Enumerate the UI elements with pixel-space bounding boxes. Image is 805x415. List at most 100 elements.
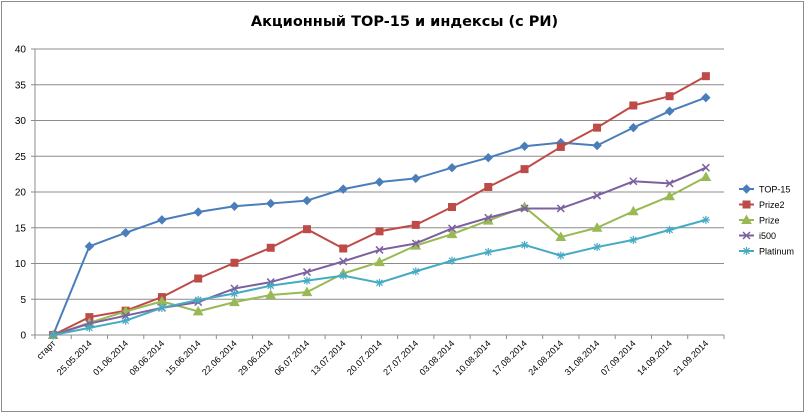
legend-label: i500 [759, 231, 776, 241]
data-point [84, 241, 95, 252]
legend-item: Platinum [739, 247, 794, 257]
series-prize [47, 171, 712, 339]
legend-item: Prize2 [739, 200, 785, 210]
x-tick-label: 21.09.2014 [671, 338, 710, 377]
data-point [157, 215, 167, 225]
data-point [411, 173, 421, 184]
data-point [375, 278, 384, 287]
legend-label: TOP-15 [759, 185, 790, 195]
data-point [519, 141, 530, 151]
legend-item: i500 [739, 231, 776, 241]
data-point [266, 281, 275, 290]
x-tick-label: 25.05.2014 [55, 338, 94, 377]
data-point [700, 171, 712, 181]
data-point [301, 286, 313, 297]
x-tick-label: 07.09.2014 [599, 338, 638, 377]
data-point [483, 152, 493, 163]
data-point [85, 323, 94, 332]
y-tick-label: 5 [20, 295, 26, 306]
data-point [629, 177, 638, 186]
data-point [120, 228, 131, 238]
x-tick-label: 29.06.2014 [236, 338, 275, 377]
data-point [664, 106, 675, 116]
series-group [47, 72, 712, 340]
x-tick-label: 24.08.2014 [526, 338, 565, 377]
data-point [665, 225, 674, 234]
data-point [230, 258, 239, 267]
x-tick-label: 15.06.2014 [164, 338, 203, 377]
data-point [701, 215, 710, 224]
data-point [448, 256, 457, 265]
legend: TOP-15 Prize2 Prize i500 Platinum [739, 184, 794, 257]
y-tick-label: 20 [15, 188, 27, 199]
data-point [302, 268, 312, 277]
data-point [338, 184, 348, 194]
data-point [193, 207, 203, 217]
data-point [411, 267, 420, 276]
data-point [266, 243, 275, 252]
data-point [741, 184, 752, 194]
data-point [157, 303, 166, 312]
data-point [701, 92, 711, 103]
data-point [741, 214, 752, 224]
y-axis-ticks: 0 5 10 15 20 25 30 35 40 [15, 45, 35, 342]
data-point [121, 316, 130, 325]
data-point [192, 305, 204, 316]
data-point [701, 72, 710, 81]
legend-item: Prize [739, 214, 780, 226]
chart-title: Акционный TOP-15 и индексы (с РИ) [250, 14, 559, 30]
data-point [742, 247, 751, 255]
data-point [556, 204, 565, 213]
data-point [339, 257, 348, 266]
data-point [375, 245, 384, 254]
legend-label: Prize2 [759, 200, 785, 210]
data-point [629, 101, 638, 110]
data-point [484, 213, 493, 222]
data-point [484, 182, 493, 191]
data-point [520, 240, 529, 249]
data-point [556, 142, 565, 151]
data-point [556, 251, 565, 260]
x-tick-label: старт [35, 338, 58, 361]
y-tick-label: 10 [15, 259, 27, 270]
data-point [374, 177, 385, 187]
data-point [194, 274, 203, 283]
data-point [701, 163, 710, 172]
data-point [665, 179, 674, 188]
x-tick-label: 20.07.2014 [345, 338, 384, 377]
data-point [229, 296, 240, 307]
data-point [339, 271, 348, 280]
data-point [447, 162, 457, 173]
data-point [447, 224, 457, 233]
x-tick-label: 17.08.2014 [490, 338, 529, 377]
x-tick-label: 27.07.2014 [381, 338, 420, 377]
series-platinum [49, 215, 710, 339]
data-point [628, 122, 639, 133]
data-point [665, 92, 674, 101]
data-point [593, 123, 602, 132]
x-tick-label: 14.09.2014 [635, 338, 674, 377]
x-tick-label: 06.07.2014 [272, 338, 311, 377]
x-tick-label: 13.07.2014 [309, 338, 348, 377]
y-tick-label: 35 [15, 80, 27, 91]
y-tick-label: 40 [15, 45, 27, 56]
data-point [302, 225, 311, 234]
data-point [448, 203, 457, 212]
legend-label: Prize [759, 216, 780, 226]
data-point [629, 235, 638, 244]
data-point [593, 191, 602, 200]
data-point [627, 205, 639, 216]
y-tick-label: 0 [20, 331, 26, 342]
data-point [520, 204, 529, 213]
x-tick-label: 10.08.2014 [454, 338, 493, 377]
data-point [742, 200, 751, 209]
data-point [520, 165, 529, 174]
data-point [411, 220, 420, 229]
data-point [592, 140, 602, 151]
data-point [484, 248, 493, 257]
y-tick-label: 30 [15, 116, 27, 127]
data-point [266, 198, 276, 209]
data-point [664, 190, 675, 201]
x-tick-label: 31.08.2014 [563, 338, 602, 377]
